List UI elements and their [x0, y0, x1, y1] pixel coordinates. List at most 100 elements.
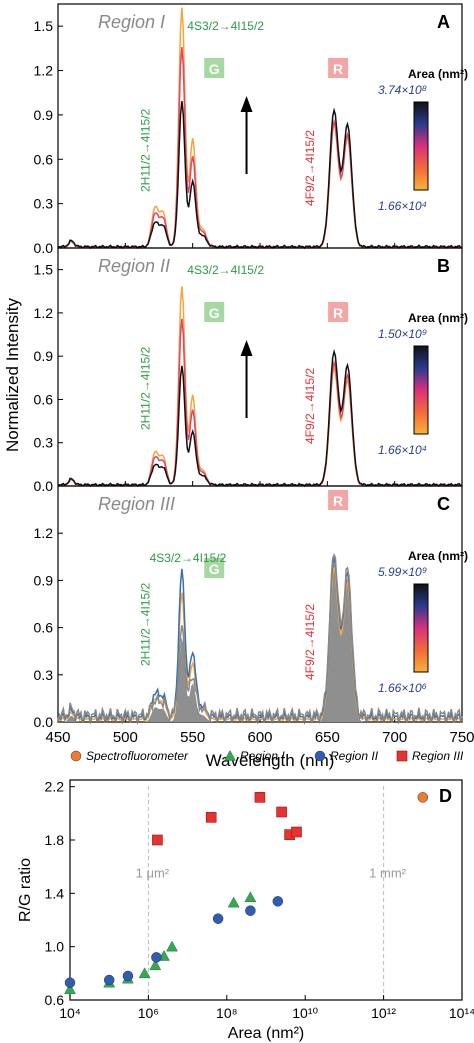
- green-badge-label: G: [209, 561, 220, 577]
- spectrum-line: [57, 101, 463, 250]
- green-badge-label: G: [209, 305, 220, 321]
- x-tick-label: 600: [247, 729, 272, 746]
- legend-marker: [70, 750, 82, 762]
- y-tick-label: 0.6: [34, 151, 54, 167]
- y-tick-label: 0.9: [34, 348, 54, 364]
- reference-label: 1 μm²: [136, 865, 170, 880]
- spectrum-line: [57, 553, 463, 724]
- y-tick-label: 1.2: [34, 305, 54, 321]
- transition-label-4s: 4S3/2→4I15/2: [187, 19, 264, 33]
- x-tick-label: 750: [449, 729, 474, 746]
- colorbar: [413, 345, 429, 435]
- colorbar-max-label: 3.74×10⁸: [378, 83, 427, 97]
- data-point: [103, 974, 115, 986]
- transition-label-4s: 4S3/2→4I15/2: [150, 551, 227, 565]
- y-tick-label: 1.8: [45, 832, 65, 848]
- legend-marker: [314, 750, 326, 762]
- scatter-frame: [69, 779, 463, 1001]
- y-tick-label: 2.2: [45, 779, 65, 795]
- data-point: [166, 940, 178, 952]
- data-point: [272, 896, 284, 907]
- y-tick-label: 0.6: [34, 391, 54, 407]
- panel-letter: A: [437, 12, 450, 32]
- red-badge: [328, 58, 349, 78]
- x-tick-label: 10⁶: [138, 1005, 159, 1021]
- data-point: [122, 970, 134, 982]
- transition-label-4f: 4F9/2→4I15/2: [303, 368, 317, 444]
- spectrum-line: [57, 567, 463, 724]
- y-tick-label: 1.0: [45, 939, 65, 955]
- transition-label-4s: 4S3/2→4I15/2: [187, 263, 264, 277]
- legend-marker: [224, 749, 236, 761]
- red-badge: [328, 302, 349, 322]
- x-tick-label: 450: [45, 729, 70, 746]
- data-point: [205, 812, 217, 823]
- transition-label-4f: 4F9/2→4I15/2: [303, 604, 317, 680]
- y-tick-label: 1.5: [34, 18, 54, 34]
- spectrum-panel-b: 0.0 0.3 0.6 0.9 1.2 1.5 Region II B G R 2H11/2→4I1…: [34, 247, 468, 494]
- y-axis-label: R/G ratio: [17, 858, 34, 922]
- colorbar-max-label: 1.50×10⁹: [378, 327, 427, 341]
- y-tick-label: 0.3: [34, 667, 54, 683]
- legend-label: Region II: [330, 749, 379, 763]
- panel-letter: C: [437, 494, 450, 514]
- panel-letter: D: [439, 786, 452, 806]
- x-tick-label: 10¹²: [371, 1005, 396, 1021]
- legend-marker: [396, 750, 408, 762]
- shared-y-label: Normalized Intensity: [3, 298, 22, 453]
- red-badge-label: R: [333, 61, 343, 77]
- y-tick-label: 0.0: [34, 478, 54, 494]
- colorbar: [413, 583, 429, 673]
- data-point: [291, 826, 302, 838]
- green-badge-label: G: [209, 61, 220, 77]
- data-point: [64, 977, 76, 988]
- spectrum-line: [57, 318, 463, 487]
- reference-label: 1 mm²: [369, 865, 407, 880]
- colorbar-title: Area (nm²): [408, 549, 468, 563]
- transition-label-2h: 2H11/2→4I15/2: [139, 109, 153, 192]
- red-badge: [328, 490, 349, 510]
- y-tick-label: 0.6: [34, 620, 54, 636]
- y-tick-label: 0.0: [34, 714, 54, 730]
- x-axis-label: Wavelength (nm): [206, 751, 335, 770]
- data-point: [417, 792, 429, 803]
- y-tick-label: 1.4: [45, 885, 65, 901]
- legend-label: Region III: [412, 749, 464, 763]
- x-tick-label: 10⁸: [216, 1005, 238, 1021]
- x-tick-label: 700: [382, 729, 407, 746]
- green-badge: [204, 302, 225, 322]
- data-point: [244, 891, 257, 903]
- x-tick-label: 500: [113, 729, 138, 746]
- spectrum-line: [57, 46, 463, 249]
- filled-spectrum-area: [58, 560, 462, 722]
- x-tick-label: 550: [180, 729, 205, 746]
- spectrum-line: [57, 348, 463, 488]
- x-tick-label: 10⁴: [59, 1005, 81, 1021]
- green-badge: [204, 58, 225, 78]
- y-tick-label: 1.2: [34, 63, 54, 79]
- x-axis-label: Area (nm²): [228, 1025, 304, 1042]
- y-tick-label: 1.5: [34, 262, 54, 278]
- colorbar: [413, 101, 429, 191]
- red-badge-label: R: [333, 305, 343, 321]
- data-point: [245, 905, 256, 916]
- colorbar-min-label: 1.66×10⁶: [378, 681, 427, 695]
- spectrum-line: [57, 556, 463, 725]
- transition-label-2h: 2H11/2→4I15/2: [139, 583, 153, 666]
- arrow-head: [240, 340, 253, 356]
- data-point: [64, 983, 76, 995]
- y-tick-label: 0.3: [34, 435, 54, 451]
- data-point: [138, 967, 151, 979]
- y-tick-label: 0.0: [34, 240, 54, 256]
- colorbar-max-label: 5.99×10⁹: [378, 565, 427, 579]
- colorbar-min-label: 1.66×10⁴: [378, 443, 427, 457]
- transition-label-2h: 2H11/2→4I15/2: [139, 347, 153, 430]
- region-label: Region III: [98, 494, 175, 514]
- y-tick-label: 0.6: [45, 992, 65, 1008]
- red-badge-label: R: [333, 493, 343, 509]
- data-point: [152, 834, 163, 846]
- legend-label: Spectrofluorometer: [86, 749, 189, 763]
- x-tick-label: 10¹⁰: [292, 1005, 318, 1021]
- x-tick-label: 650: [315, 729, 340, 746]
